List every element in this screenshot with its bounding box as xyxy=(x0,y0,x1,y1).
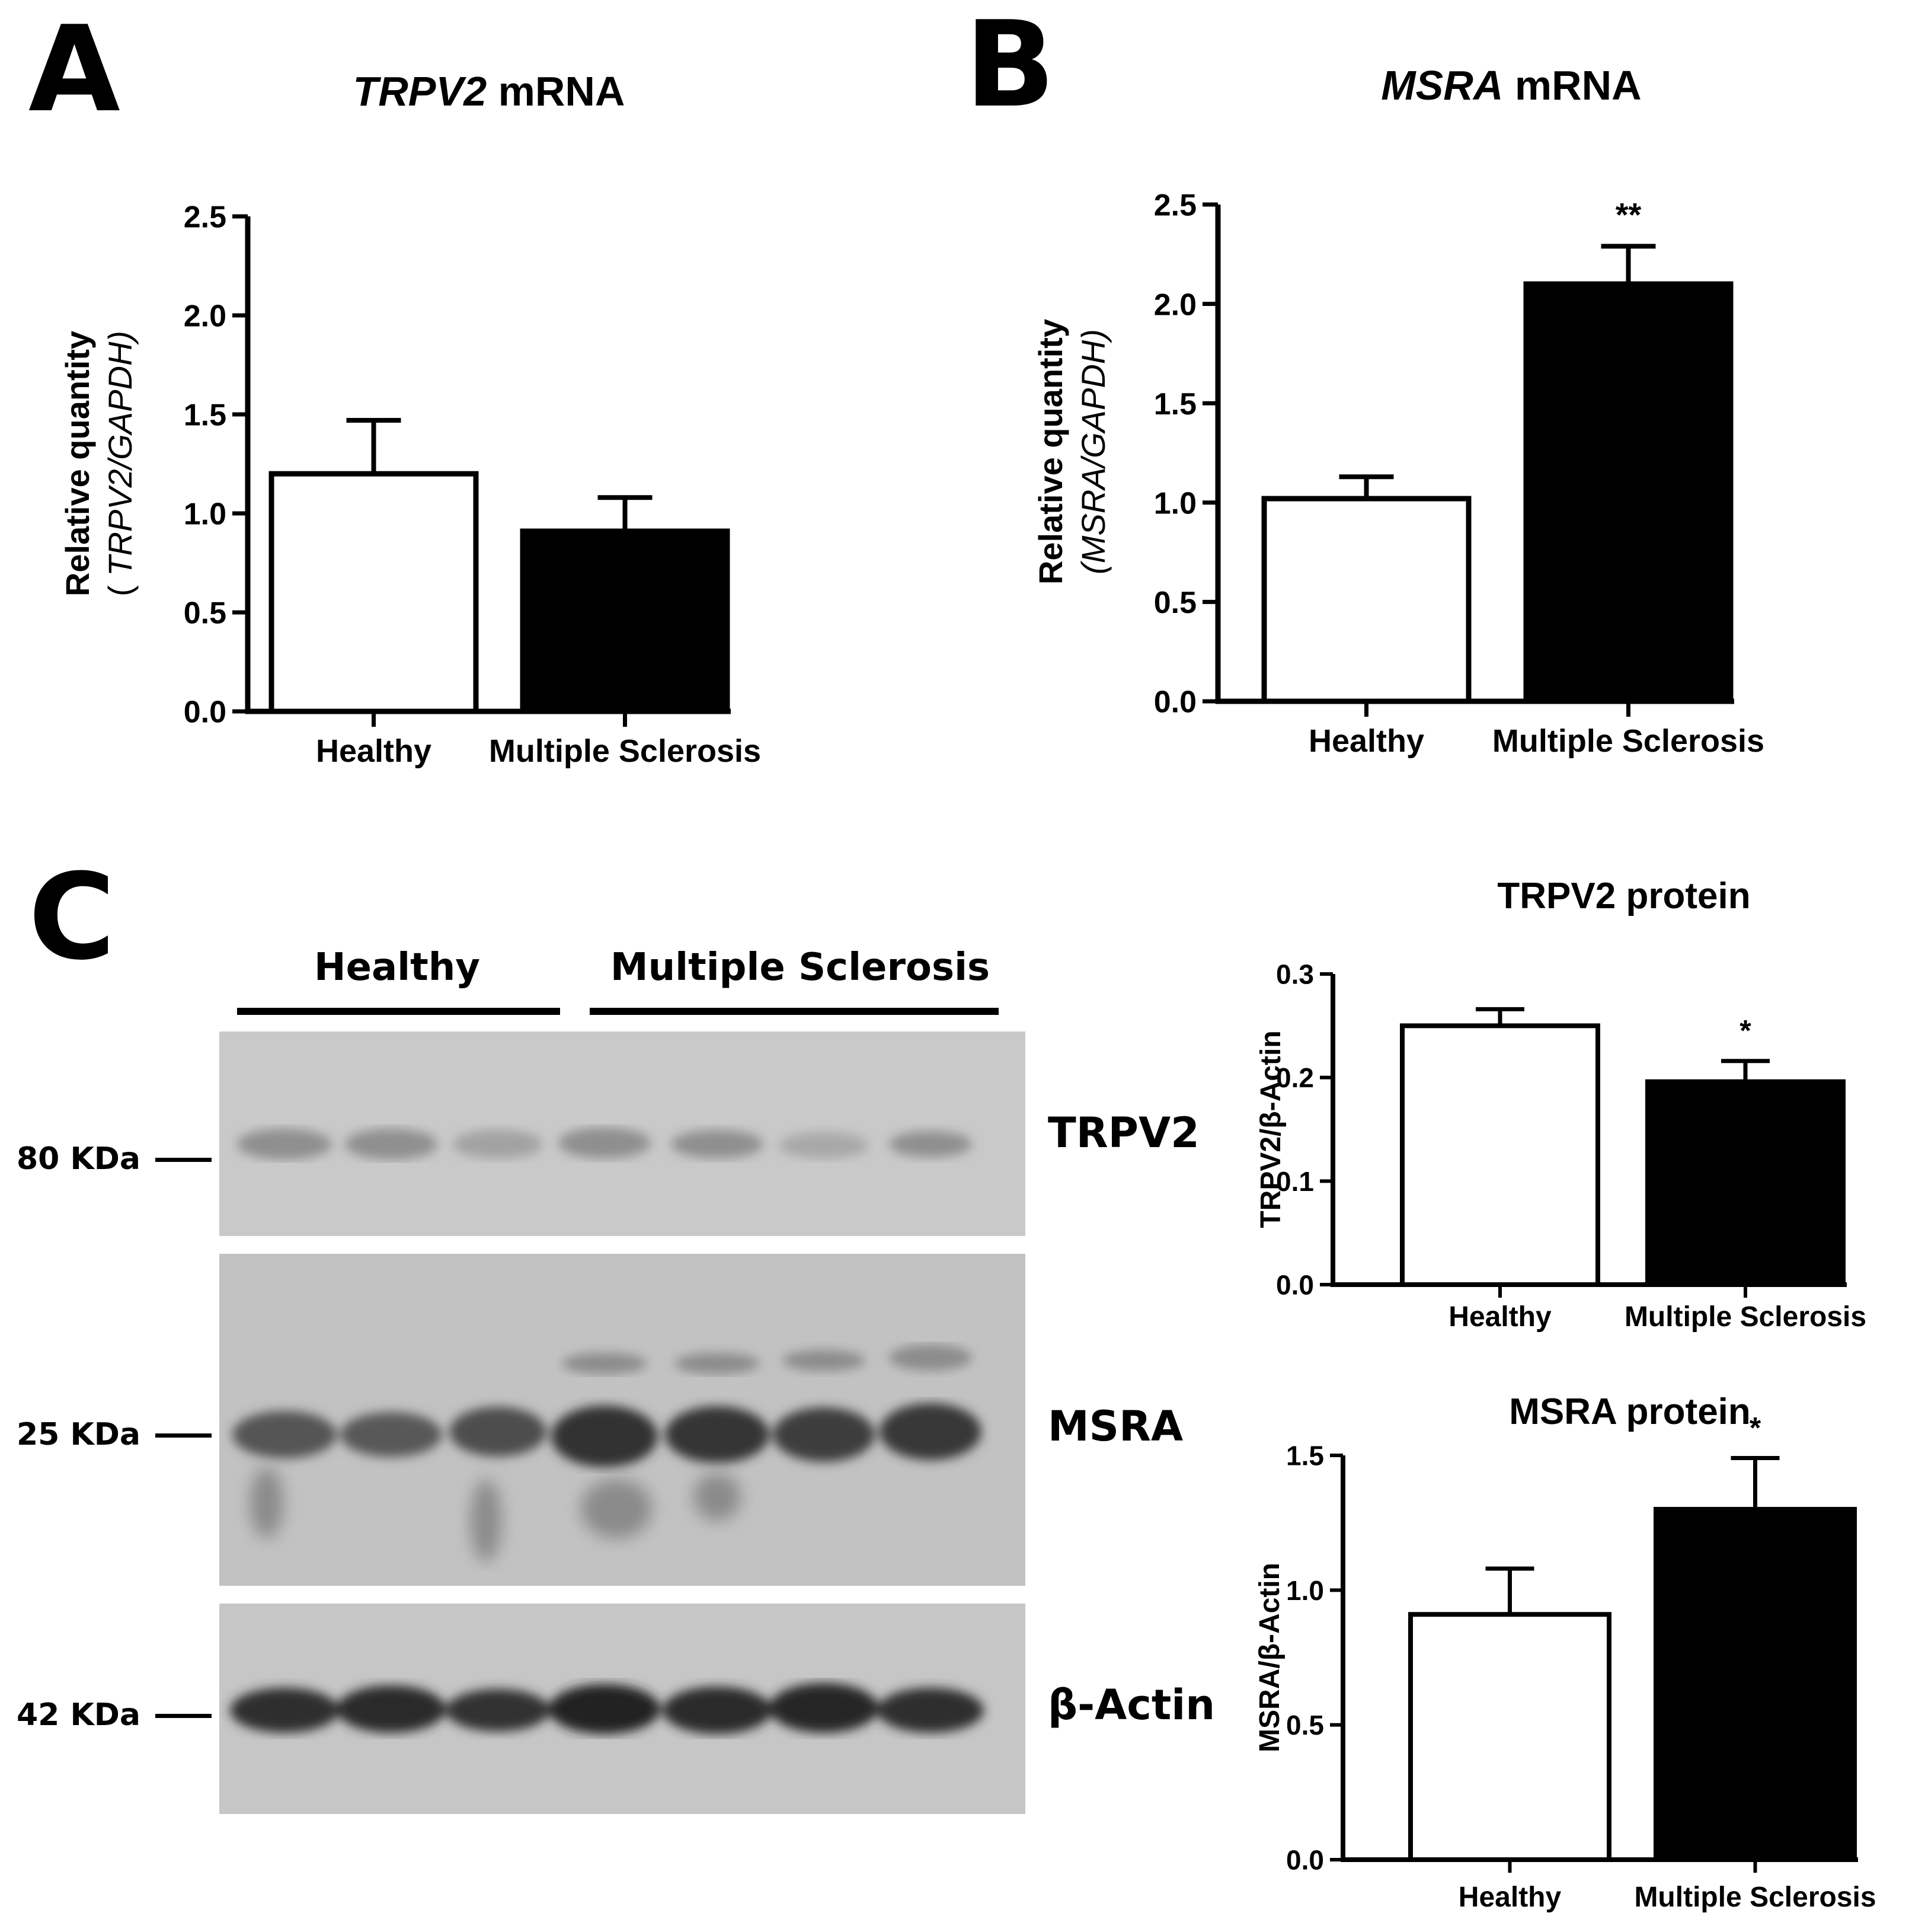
chart-title-italic: MSRA xyxy=(1381,62,1503,108)
panel-letter-b: B xyxy=(965,0,1056,134)
marker-tick-25kda xyxy=(155,1433,212,1438)
marker-label-42kda: 42 KDa xyxy=(17,1697,141,1733)
chart-title-rest: mRNA xyxy=(487,68,625,114)
x-tick-label: Multiple Sclerosis xyxy=(489,733,761,769)
bar-multiple-sclerosis xyxy=(1645,1079,1846,1287)
y-axis-label-line2: ( TRPV2/GAPDH) xyxy=(101,331,139,596)
significance-marker: ** xyxy=(1616,196,1642,233)
bar-healthy xyxy=(1400,1023,1600,1287)
blot-strip-msra xyxy=(219,1254,1025,1586)
x-tick-label: Multiple Sclerosis xyxy=(1492,723,1764,759)
y-axis-label-ratio: TRPV2/GAPDH) xyxy=(101,331,139,576)
blot-protein-label-trpv2: TRPV2 xyxy=(1048,1109,1200,1157)
y-tick-label: 2.0 xyxy=(1154,288,1197,322)
chart-title: TRPV2 protein xyxy=(1497,876,1750,916)
y-tick-label: 0.2 xyxy=(1276,1062,1314,1093)
y-tick-label: 2.0 xyxy=(184,299,226,334)
chart-trpv2-mrna: TRPV2 mRNA Relative quantity( TRPV2/GAPDH… xyxy=(59,68,761,769)
y-axis-label-line2: (MSRA/GAPDH) xyxy=(1075,329,1112,574)
y-tick-label: 0.1 xyxy=(1276,1166,1314,1197)
marker-label-25kda: 25 KDa xyxy=(17,1417,141,1452)
y-axis-label-ratio: (MSRA/GAPDH) xyxy=(1075,329,1112,574)
chart-title: TRPV2 mRNA xyxy=(353,68,625,114)
bar-healthy xyxy=(1408,1612,1611,1862)
y-tick-label: 0.3 xyxy=(1276,959,1314,990)
chart-msra-protein: MSRA protein MSRA/β-Actin 0.0 0.5 1.0 1.5 Heal… xyxy=(1254,1391,1876,1913)
blot-image xyxy=(219,1032,1025,1814)
x-tick-label: Multiple Sclerosis xyxy=(1634,1882,1876,1913)
blot-group-underline-healthy xyxy=(237,1008,560,1015)
chart-msra-mrna: MSRA mRNA Relative quantity (MSRA/GAPDH) 0.… xyxy=(1032,62,1764,759)
y-tick-label: 1.5 xyxy=(1286,1441,1324,1471)
blot-group-label-ms: Multiple Sclerosis xyxy=(610,946,990,989)
x-tick-label: Healthy xyxy=(1459,1882,1562,1913)
bar-multiple-sclerosis xyxy=(1654,1506,1857,1862)
y-tick-label: 0.5 xyxy=(184,596,226,631)
y-axis-label-line1: Relative quantity xyxy=(1032,319,1069,585)
panel-letter-a: A xyxy=(28,1,120,139)
y-tick-label: 0.0 xyxy=(1276,1270,1314,1301)
y-tick-label: 1.5 xyxy=(184,398,226,433)
y-tick-label: 0.5 xyxy=(1286,1710,1324,1741)
y-tick-label: 2.5 xyxy=(1154,189,1197,223)
bar-healthy xyxy=(1261,496,1472,704)
y-tick-label: 1.0 xyxy=(1286,1575,1324,1606)
bar-multiple-sclerosis xyxy=(1523,281,1734,704)
chart-title: MSRA mRNA xyxy=(1381,62,1641,108)
significance-marker: * xyxy=(1739,1014,1751,1048)
y-tick-label: 2.5 xyxy=(184,200,226,235)
x-tick-label: Multiple Sclerosis xyxy=(1625,1301,1866,1333)
y-tick-label: 0.5 xyxy=(1154,586,1197,620)
chart-trpv2-protein: TRPV2 protein TRPV2/β-Actin 0.0 0.1 0.2 0.3 He… xyxy=(1255,876,1866,1333)
blot-protein-label-beta-actin: β-Actin xyxy=(1048,1681,1216,1729)
bar-multiple-sclerosis xyxy=(520,528,730,714)
blot-strip-beta-actin xyxy=(219,1604,1025,1814)
blot-protein-label-msra: MSRA xyxy=(1048,1402,1184,1451)
marker-label-80kda: 80 KDa xyxy=(17,1141,141,1177)
x-tick-label: Healthy xyxy=(1448,1301,1552,1333)
y-axis-label-paren: ( xyxy=(101,576,139,596)
marker-tick-80kda xyxy=(155,1158,212,1162)
y-tick-label: 1.0 xyxy=(1154,487,1197,521)
blot-group-label-healthy: Healthy xyxy=(314,946,480,989)
panel-letter-c: C xyxy=(28,848,116,986)
chart-title: MSRA protein xyxy=(1509,1391,1751,1432)
x-tick-label: Healthy xyxy=(316,733,431,769)
y-tick-label: 0.0 xyxy=(184,695,226,730)
y-tick-label: 1.5 xyxy=(1154,387,1197,421)
y-tick-label: 1.0 xyxy=(184,497,226,532)
y-axis-label: MSRA/β-Actin xyxy=(1254,1563,1286,1752)
bar-healthy xyxy=(268,471,479,714)
blot-group-underline-ms xyxy=(590,1008,999,1015)
blot-strip-trpv2 xyxy=(219,1032,1025,1236)
y-tick-label: 0.0 xyxy=(1154,685,1197,720)
marker-tick-42kda xyxy=(155,1714,212,1718)
x-tick-label: Healthy xyxy=(1309,723,1424,759)
y-axis-label: TRPV2/β-Actin xyxy=(1255,1030,1287,1228)
chart-title-italic: TRPV2 xyxy=(353,68,487,114)
chart-title-rest: mRNA xyxy=(1503,62,1641,108)
significance-marker: * xyxy=(1750,1412,1761,1445)
y-axis-label-line1: Relative quantity xyxy=(59,331,96,596)
y-tick-label: 0.0 xyxy=(1286,1845,1324,1876)
